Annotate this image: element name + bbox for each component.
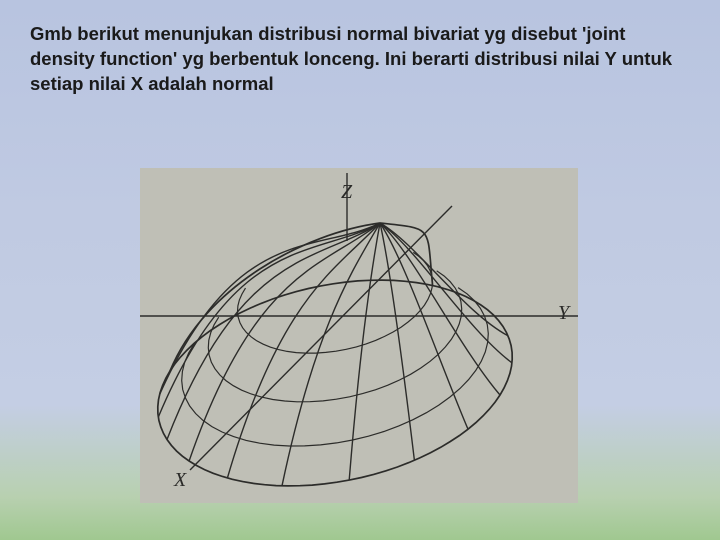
axis-label-x: X [173,469,187,491]
figure-bivariate-normal: Z Y X [140,168,578,503]
axis-label-y: Y [558,302,571,324]
slide-heading: Gmb berikut menunjukan distribusi normal… [30,22,690,97]
bell-surface [158,223,512,486]
axes [140,173,578,470]
bivariate-normal-svg: Z Y X [140,168,578,503]
axis-label-z: Z [341,181,353,203]
